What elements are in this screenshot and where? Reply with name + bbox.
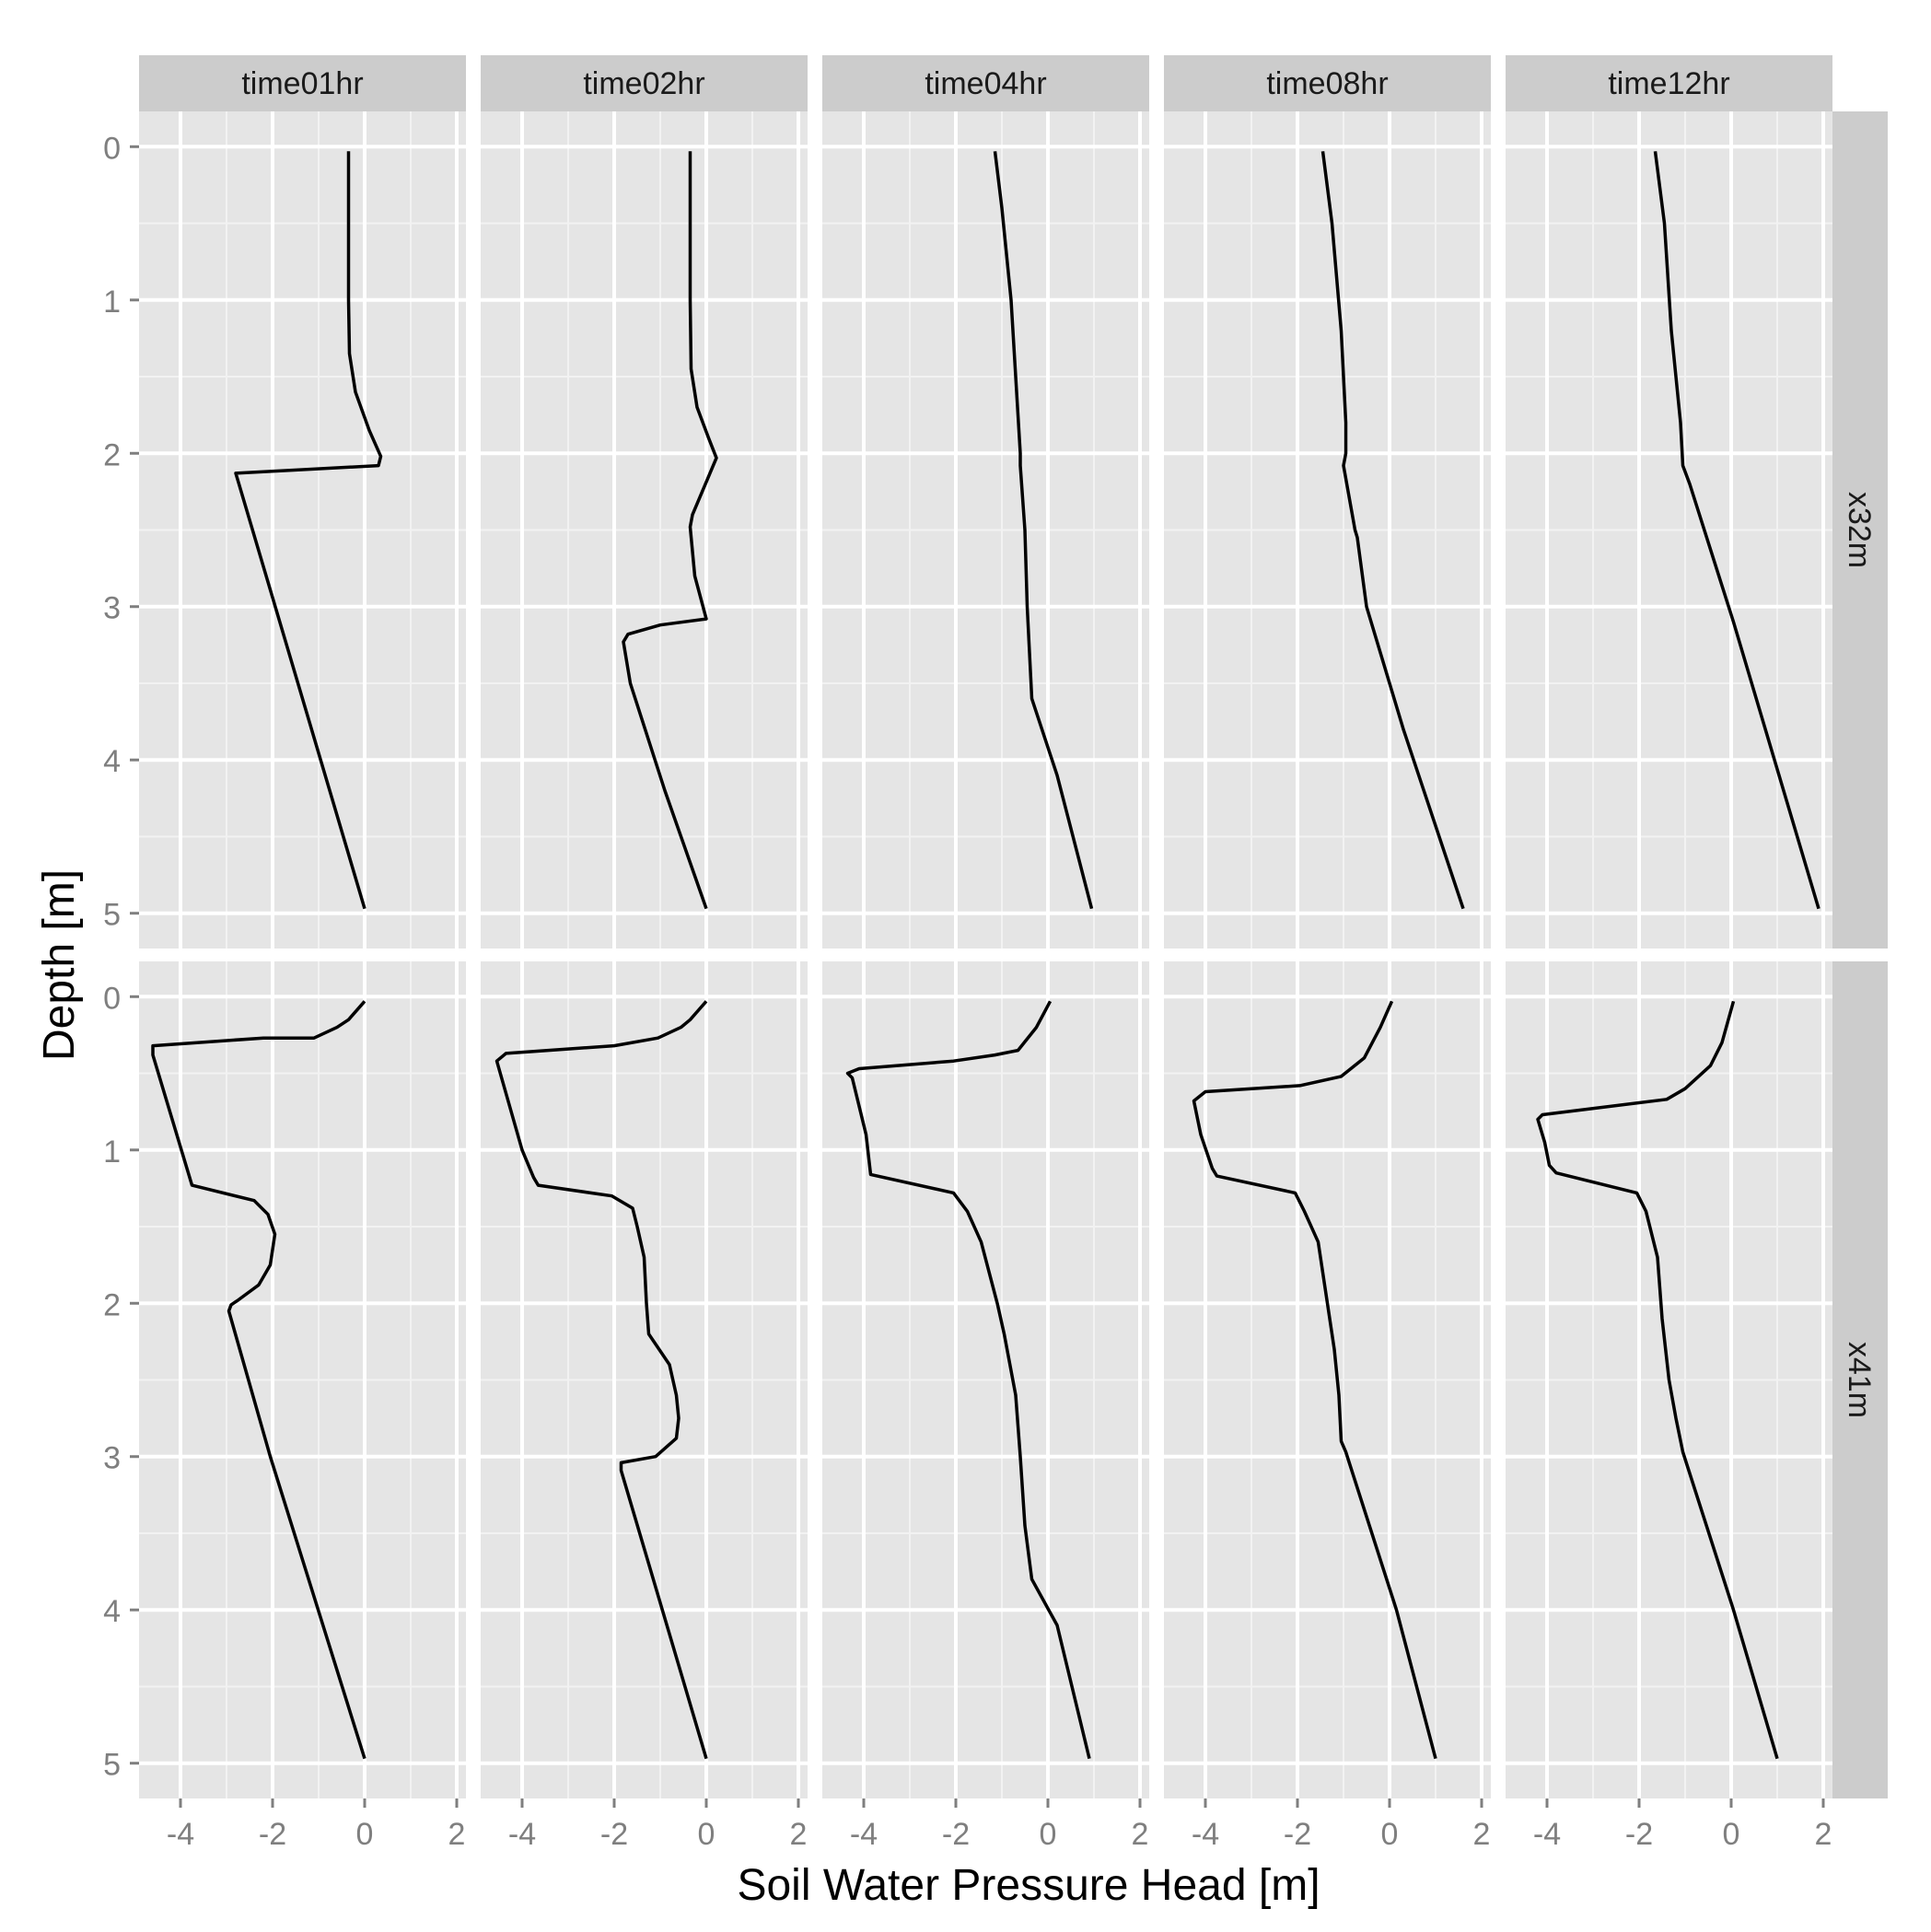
- plot-panels: [139, 111, 1832, 1798]
- x-tick-label: 2: [1473, 1817, 1491, 1852]
- facet-strips: time01hr time02hr time04hr time08hr time12hr…: [139, 55, 1888, 1798]
- series-line-x32m-time01hr: [234, 151, 383, 910]
- strip-label-time12hr: time12hr: [1608, 66, 1729, 101]
- strip-time08hr: [1164, 55, 1491, 111]
- panel-x32m-time02hr: [481, 111, 808, 949]
- x-tick-label: 0: [356, 1817, 374, 1852]
- series-line-x32m-time12hr: [1653, 151, 1820, 910]
- y-tick-label: 5: [103, 1748, 121, 1783]
- x-tick-label: 2: [448, 1817, 466, 1852]
- panel-x32m-time01hr: [139, 111, 466, 949]
- series-line-x41m-time02hr: [494, 1000, 708, 1760]
- x-axis-title: Soil Water Pressure Head [m]: [737, 1861, 1320, 1910]
- x-tick-label: -2: [600, 1817, 628, 1852]
- series-line-x41m-time08hr: [1192, 1000, 1437, 1760]
- strip-time12hr: [1506, 55, 1832, 111]
- strip-x41m: [1832, 961, 1888, 1798]
- series-line-x41m-time04hr: [845, 1000, 1091, 1760]
- strip-label-time01hr: time01hr: [241, 66, 363, 101]
- y-tick-label: 3: [103, 591, 121, 626]
- x-tick-label: 0: [1040, 1817, 1057, 1852]
- y-tick-label: 1: [103, 1135, 121, 1170]
- series-line-x32m-time04hr: [993, 151, 1094, 910]
- x-tick-label: 2: [1132, 1817, 1149, 1852]
- strip-label-x41m: x41m: [1842, 1342, 1877, 1418]
- strip-time04hr: [822, 55, 1149, 111]
- strip-x32m: [1832, 111, 1888, 949]
- x-tick-label: -4: [508, 1817, 536, 1852]
- panel-x32m-time04hr: [822, 111, 1149, 949]
- strip-time02hr: [481, 55, 808, 111]
- y-tick-label: 0: [103, 981, 121, 1016]
- strip-label-time08hr: time08hr: [1266, 66, 1388, 101]
- y-tick-label: 1: [103, 285, 121, 320]
- x-tick-label: -4: [1192, 1817, 1219, 1852]
- x-tick-label: -4: [850, 1817, 878, 1852]
- y-tick-label: 5: [103, 898, 121, 933]
- series-line-x41m-time01hr: [151, 1000, 366, 1760]
- strip-label-time02hr: time02hr: [583, 66, 704, 101]
- x-tick-label: -2: [1625, 1817, 1653, 1852]
- series-line-x32m-time02hr: [622, 151, 718, 910]
- y-tick-label: 2: [103, 1287, 121, 1322]
- x-tick-label: -4: [167, 1817, 194, 1852]
- x-tick-label: 2: [790, 1817, 808, 1852]
- strip-label-time04hr: time04hr: [925, 66, 1046, 101]
- panel-x41m-time02hr: [481, 961, 808, 1798]
- panel-x32m-time08hr: [1164, 111, 1491, 949]
- x-tick-label: 0: [698, 1817, 715, 1852]
- panel-x41m-time04hr: [822, 961, 1149, 1798]
- series-line-x41m-time12hr: [1536, 1000, 1779, 1760]
- x-tick-label: -2: [942, 1817, 970, 1852]
- panel-x41m-time08hr: [1164, 961, 1491, 1798]
- y-tick-label: 3: [103, 1441, 121, 1476]
- strip-time01hr: [139, 55, 466, 111]
- x-tick-label: -2: [1284, 1817, 1311, 1852]
- y-tick-label: 4: [103, 1594, 121, 1629]
- y-tick-label: 2: [103, 437, 121, 472]
- y-tick-label: 4: [103, 744, 121, 779]
- panel-x41m-time01hr: [139, 961, 466, 1798]
- x-tick-label: 0: [1381, 1817, 1399, 1852]
- series-line-x32m-time08hr: [1320, 151, 1465, 910]
- strip-label-x32m: x32m: [1842, 492, 1877, 568]
- x-tick-label: -4: [1533, 1817, 1561, 1852]
- panel-x32m-time12hr: [1506, 111, 1832, 949]
- axes: 0 1 2 3 4 5 0 1 2 3 4 5 -4 -2 0 2 -4 -2 0 2 -4 -2 0 2 -4 -2 0 2 -4 -2…: [103, 131, 1832, 1852]
- y-tick-label: 0: [103, 131, 121, 166]
- x-tick-label: 0: [1723, 1817, 1740, 1852]
- x-tick-label: -2: [259, 1817, 286, 1852]
- x-tick-label: 2: [1815, 1817, 1832, 1852]
- y-axis-title: Depth [m]: [35, 869, 84, 1061]
